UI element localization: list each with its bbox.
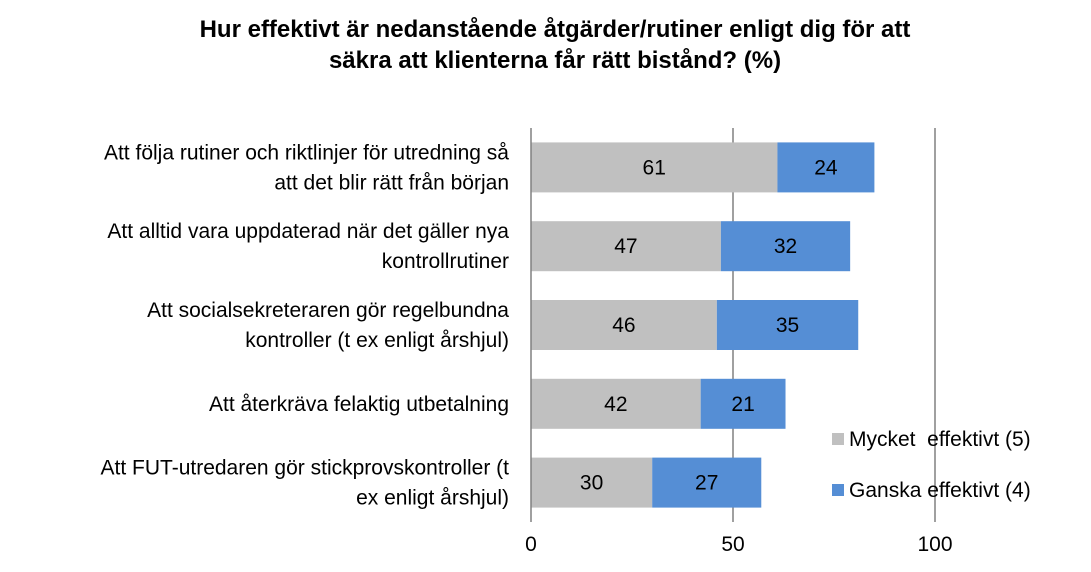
x-tick-label-0: 0: [525, 533, 537, 556]
value-label-ganska-3: 21: [731, 393, 754, 416]
bar-mycket-3: [531, 378, 701, 429]
x-tick-label-50: 50: [721, 533, 744, 556]
value-label-ganska-0: 24: [814, 156, 838, 179]
category-label-4: Att FUT-utredaren gör stickprovskontroll…: [101, 457, 510, 510]
category-label-3: Att återkräva felaktig utbetalning: [209, 393, 509, 416]
category-label-2: Att socialsekreteraren gör regelbundna ko…: [147, 299, 509, 352]
value-label-mycket-0: 61: [643, 156, 666, 179]
chart-title: Hur effektivt är nedanstående åtgärder/r…: [95, 14, 1015, 76]
chart-title-line-2: säkra att klienterna får rätt bistånd? (…: [328, 47, 782, 74]
chart-title-line-1: Hur effektivt är nedanstående åtgärder/r…: [199, 16, 911, 43]
bar-mycket-2: [531, 300, 717, 350]
value-label-mycket-1: 47: [614, 235, 637, 258]
legend-label-1: Ganska effektivt (4): [849, 479, 1031, 502]
category-label-0: Att följa rutiner och riktlinjer för utr…: [104, 141, 509, 194]
bar-ganska-2: [716, 300, 859, 350]
value-label-mycket-4: 30: [580, 472, 603, 495]
value-label-mycket-2: 46: [612, 314, 635, 337]
bar-mycket-1: [531, 221, 721, 272]
legend-label-0: Mycket effektivt (5): [849, 428, 1031, 451]
value-label-ganska-4: 27: [695, 472, 718, 495]
legend-swatch-1: [832, 484, 844, 496]
bar-ganska-0: [777, 142, 875, 193]
bar-ganska-4: [652, 457, 762, 508]
legend-swatch-0: [832, 433, 844, 445]
value-label-ganska-2: 35: [776, 314, 799, 337]
bar-mycket-0: [531, 142, 778, 193]
x-tick-label-100: 100: [917, 533, 952, 556]
bar-ganska-1: [720, 221, 851, 272]
value-label-ganska-1: 32: [774, 235, 797, 258]
category-label-1: Att alltid vara uppdaterad när det gälle…: [107, 220, 509, 273]
bar-ganska-3: [700, 378, 786, 429]
bar-mycket-4: [531, 457, 653, 508]
value-label-mycket-3: 42: [604, 393, 627, 416]
